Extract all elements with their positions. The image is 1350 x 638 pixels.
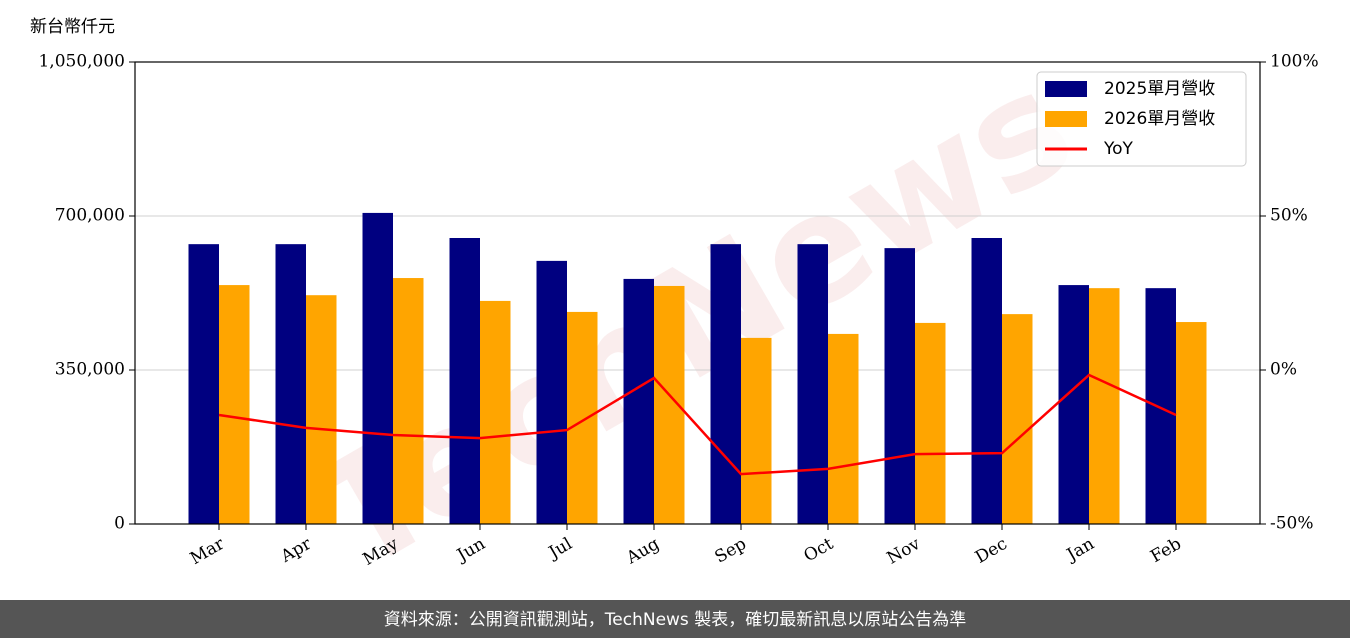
y2-tick-label: -50% (1270, 514, 1314, 534)
legend-label: 2026單月營收 (1104, 109, 1215, 129)
bar (1058, 285, 1089, 524)
x-tick-label: Apr (277, 533, 316, 567)
x-tick-label: Aug (622, 534, 663, 569)
x-tick-label: Dec (972, 534, 1011, 568)
y-axis-label: 新台幣仟元 (30, 17, 115, 37)
bar (480, 300, 511, 524)
bar (971, 238, 1002, 524)
bar (1176, 322, 1207, 524)
legend-frame (1036, 71, 1247, 167)
y2-tick-label: 0% (1270, 360, 1297, 380)
y2-tick-label: 50% (1270, 206, 1308, 226)
x-tick-label: Nov (884, 534, 924, 569)
source-note: 資料來源：公開資訊觀測站，TechNews 製表，確切最新訊息以原站公告為準 (384, 610, 966, 630)
bar (219, 285, 250, 524)
legend: 2025單月營收 2026單月營收 YoY (1036, 71, 1247, 167)
bar (884, 248, 915, 524)
legend-label: YoY (1103, 139, 1134, 159)
x-tick-label: Mar (187, 533, 229, 569)
bar (393, 278, 424, 524)
line (218, 373, 1177, 476)
bar (741, 337, 772, 524)
y2-tick-label: 100% (1270, 52, 1319, 72)
legend-swatch (1045, 111, 1087, 127)
bar (828, 333, 859, 524)
bar (567, 311, 598, 524)
bar (1002, 314, 1033, 524)
x-tick-label: Jul (544, 534, 576, 564)
legend-swatch (1045, 81, 1087, 97)
x-tick-label: Sep (712, 534, 750, 568)
bar (797, 244, 828, 524)
bar (1145, 288, 1176, 524)
bar (710, 244, 741, 524)
plot-frame (134, 61, 1261, 525)
bar (275, 244, 306, 524)
x-tick-label: Feb (1147, 534, 1185, 567)
y-tick-label: 1,050,000 (38, 52, 125, 72)
footer-band (0, 600, 1350, 638)
bar (362, 212, 393, 525)
bar (306, 295, 337, 524)
bar (1089, 288, 1120, 524)
legend-label: 2025單月營收 (1104, 79, 1215, 99)
x-tick-label: Jan (1062, 534, 1098, 566)
bar (915, 322, 946, 524)
y-tick-label: 0 (114, 514, 125, 534)
bar (536, 260, 567, 524)
bar (623, 278, 654, 524)
x-tick-label: Oct (801, 534, 837, 567)
bar (449, 238, 480, 524)
bar (188, 244, 219, 524)
y-tick-label: 700,000 (55, 206, 125, 226)
y-tick-label: 350,000 (55, 360, 125, 380)
